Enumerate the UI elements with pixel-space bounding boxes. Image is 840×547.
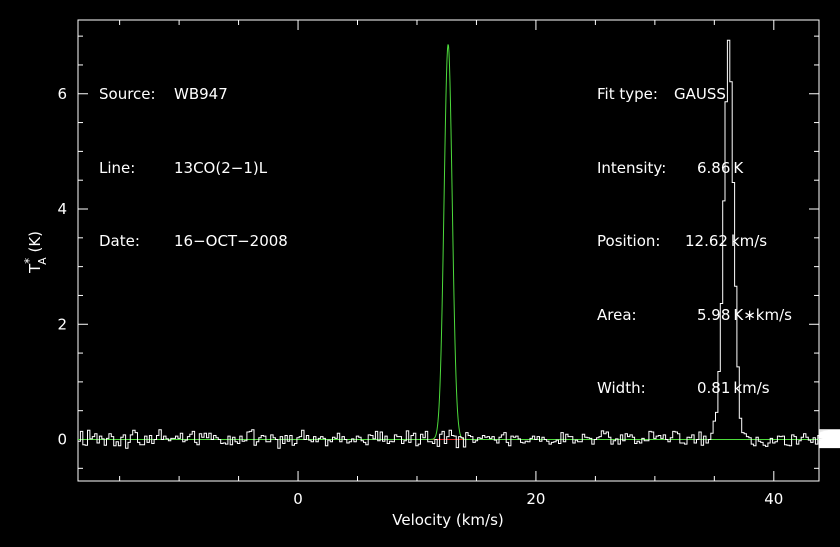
- gaussian-fit-line: [78, 44, 819, 440]
- y-tick-label: 6: [57, 85, 67, 103]
- y-tick-label: 4: [57, 200, 67, 218]
- info-right: Fit type: GAUSS Intensity: 6.86 K Position…: [597, 33, 792, 425]
- intensity-value: 6.86 K: [697, 158, 744, 177]
- axis-tick-labels: 0 20 40 0 2 4 6: [57, 85, 783, 508]
- area-value: 5.98 K∗km/s: [697, 305, 792, 324]
- info-source-row: Source: WB947: [99, 82, 288, 107]
- axis-ticks: [78, 20, 819, 481]
- width-value: 0.81 km/s: [697, 379, 770, 397]
- fit-type-value: GAUSS: [674, 85, 726, 103]
- width-label: Width:: [597, 379, 646, 397]
- source-label: Source:: [99, 85, 156, 103]
- spectrum-histogram-line: [78, 39, 840, 449]
- area-row: Area: 5.98 K∗km/s: [597, 303, 792, 328]
- area-label: Area:: [597, 305, 637, 324]
- x-tick-label: 20: [526, 490, 545, 508]
- date-label: Date:: [99, 232, 140, 250]
- info-date-row: Date: 16−OCT−2008: [99, 229, 288, 254]
- source-value: WB947: [174, 85, 228, 103]
- info-left: Source: WB947 Line: 13CO(2−1)L Date: 16−OCT…: [99, 33, 288, 278]
- y-axis-label: T*A (K): [22, 231, 49, 274]
- intensity-row: Intensity: 6.86 K: [597, 156, 792, 181]
- y-tick-label: 2: [57, 315, 67, 333]
- fit-type-row: Fit type: GAUSS: [597, 82, 792, 107]
- plot-frame: [77, 19, 820, 482]
- x-tick-label: 40: [764, 490, 783, 508]
- fit-type-label: Fit type:: [597, 85, 658, 103]
- line-value: 13CO(2−1)L: [174, 158, 268, 177]
- info-line-row: Line: 13CO(2−1)L: [99, 156, 288, 181]
- position-value: 12.62 km/s: [685, 232, 768, 250]
- x-tick-label: 0: [293, 490, 303, 508]
- x-axis-label: Velocity (km/s): [392, 511, 503, 529]
- line-label: Line:: [99, 158, 136, 177]
- position-label: Position:: [597, 232, 661, 250]
- width-row: Width: 0.81 km/s: [597, 376, 792, 401]
- date-value: 16−OCT−2008: [174, 232, 288, 250]
- y-tick-label: 0: [57, 431, 67, 449]
- position-row: Position: 12.62 km/s: [597, 229, 792, 254]
- intensity-label: Intensity:: [597, 158, 667, 177]
